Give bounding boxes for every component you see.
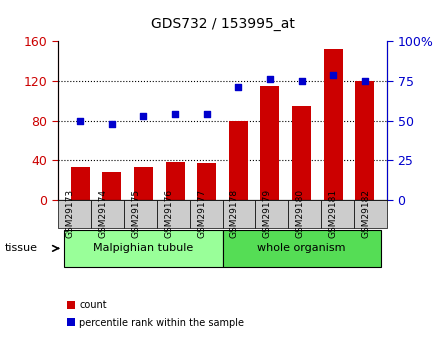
Text: count: count	[79, 300, 107, 310]
FancyBboxPatch shape	[222, 230, 381, 267]
Text: GSM29177: GSM29177	[197, 189, 206, 238]
Point	[361, 78, 368, 84]
Point	[235, 85, 242, 90]
Bar	[70, 167, 89, 200]
Bar	[102, 172, 121, 200]
Bar	[260, 86, 279, 200]
Text: whole organism: whole organism	[257, 244, 346, 253]
Bar	[324, 49, 343, 200]
Text: tissue: tissue	[4, 244, 37, 253]
Text: GSM29174: GSM29174	[98, 189, 107, 238]
Bar	[134, 167, 153, 200]
Text: GSM29181: GSM29181	[329, 189, 338, 238]
Point	[171, 112, 178, 117]
Text: Malpighian tubule: Malpighian tubule	[93, 244, 194, 253]
Text: GDS732 / 153995_at: GDS732 / 153995_at	[150, 17, 295, 31]
Bar	[292, 106, 311, 200]
FancyBboxPatch shape	[64, 230, 222, 267]
Bar	[166, 162, 185, 200]
Text: percentile rank within the sample: percentile rank within the sample	[79, 318, 244, 327]
Text: GSM29179: GSM29179	[263, 189, 272, 238]
Text: GSM29175: GSM29175	[131, 189, 140, 238]
Text: GSM29178: GSM29178	[230, 189, 239, 238]
Point	[140, 113, 147, 119]
Point	[330, 72, 337, 78]
Text: GSM29182: GSM29182	[362, 189, 371, 238]
Text: GSM29173: GSM29173	[65, 189, 74, 238]
Point	[77, 118, 84, 124]
Bar	[356, 81, 375, 200]
Point	[267, 77, 274, 82]
Point	[203, 112, 210, 117]
Point	[298, 78, 305, 84]
Text: GSM29180: GSM29180	[296, 189, 305, 238]
Bar	[197, 164, 216, 200]
Point	[108, 121, 115, 127]
Text: GSM29176: GSM29176	[164, 189, 173, 238]
Bar	[229, 121, 248, 200]
